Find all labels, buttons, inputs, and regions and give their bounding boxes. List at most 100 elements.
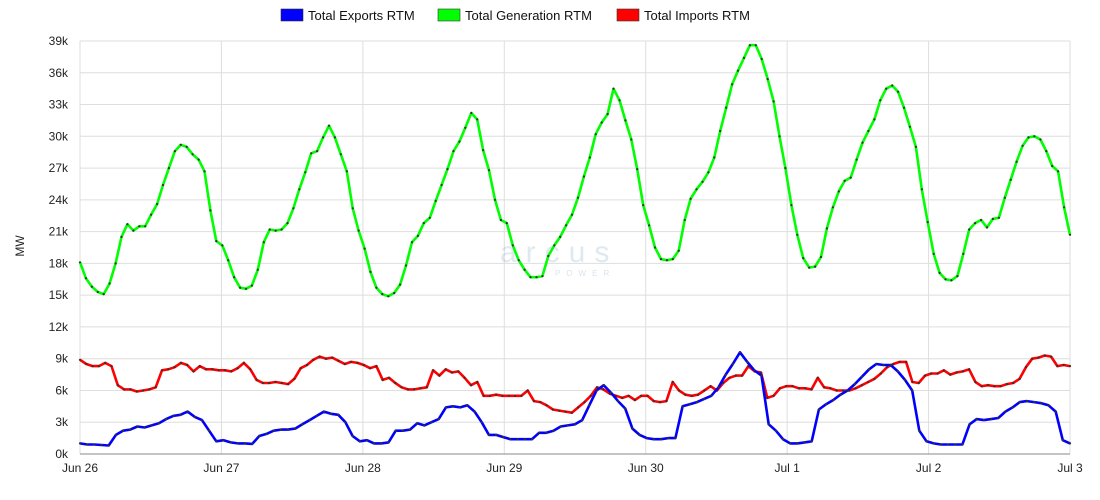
data-point bbox=[413, 388, 416, 391]
data-point bbox=[1033, 135, 1036, 138]
data-point bbox=[831, 206, 835, 209]
data-point bbox=[802, 257, 805, 260]
data-point bbox=[108, 282, 111, 285]
data-point bbox=[633, 398, 637, 402]
data-point bbox=[331, 356, 334, 359]
data-point bbox=[717, 386, 720, 389]
data-point bbox=[416, 422, 419, 425]
data-point bbox=[256, 268, 259, 271]
data-point bbox=[1004, 410, 1007, 413]
legend-label: Total Generation RTM bbox=[465, 8, 592, 23]
data-point bbox=[1045, 150, 1048, 153]
x-tick-label: Jun 29 bbox=[486, 461, 522, 475]
data-point bbox=[860, 375, 864, 378]
data-point bbox=[938, 271, 941, 274]
data-point bbox=[766, 396, 769, 399]
data-point bbox=[843, 179, 846, 182]
data-point bbox=[526, 389, 529, 392]
data-point bbox=[434, 199, 437, 202]
x-tick-label: Jul 2 bbox=[916, 461, 942, 475]
data-point bbox=[91, 365, 94, 368]
data-point bbox=[790, 204, 793, 207]
x-axis-ticks: Jun 26 Jun 27 Jun 28 Jun 29 Jun 30 Jul 1 Jul 2… bbox=[62, 461, 1083, 475]
y-tick-label: 30k bbox=[49, 129, 69, 143]
data-point bbox=[110, 365, 113, 368]
data-point bbox=[1063, 206, 1066, 209]
data-point bbox=[616, 400, 620, 403]
data-point bbox=[754, 44, 757, 47]
data-point bbox=[423, 424, 426, 427]
data-point bbox=[250, 284, 253, 287]
data-point bbox=[1025, 400, 1029, 403]
data-point bbox=[129, 428, 132, 431]
data-point bbox=[703, 397, 706, 400]
data-point bbox=[322, 410, 325, 413]
data-point bbox=[167, 167, 170, 170]
y-axis-title: MW bbox=[13, 235, 27, 257]
data-point bbox=[606, 113, 609, 116]
data-point bbox=[466, 404, 469, 407]
data-point bbox=[891, 84, 894, 87]
data-point bbox=[784, 167, 787, 170]
data-point bbox=[156, 203, 159, 206]
data-point bbox=[511, 244, 514, 247]
data-point bbox=[387, 376, 391, 379]
data-point bbox=[946, 443, 950, 446]
data-point bbox=[520, 394, 523, 397]
data-point bbox=[950, 279, 953, 282]
data-point bbox=[148, 388, 151, 391]
data-point bbox=[85, 362, 88, 366]
data-point bbox=[1024, 366, 1027, 369]
data-point bbox=[104, 361, 107, 364]
data-point bbox=[107, 444, 110, 447]
data-point bbox=[841, 389, 845, 392]
data-point bbox=[143, 426, 146, 429]
x-tick-label: Jun 30 bbox=[628, 461, 664, 475]
data-point bbox=[419, 387, 422, 390]
data-point bbox=[345, 170, 348, 173]
data-point bbox=[638, 433, 641, 436]
data-point bbox=[416, 234, 419, 237]
data-point bbox=[566, 424, 569, 427]
data-point bbox=[457, 370, 460, 373]
data-point bbox=[879, 372, 882, 375]
data-point bbox=[179, 361, 182, 364]
data-point bbox=[236, 442, 239, 445]
data-point bbox=[789, 442, 792, 445]
data-point bbox=[185, 145, 188, 148]
data-point bbox=[875, 362, 878, 366]
data-point bbox=[129, 388, 132, 391]
data-point bbox=[825, 403, 828, 406]
data-point bbox=[582, 175, 586, 178]
data-point bbox=[849, 176, 852, 179]
data-point bbox=[609, 391, 613, 394]
data-point bbox=[425, 386, 428, 389]
data-point bbox=[980, 385, 983, 388]
y-tick-label: 15k bbox=[49, 288, 69, 302]
data-point bbox=[823, 386, 826, 389]
data-point bbox=[114, 262, 117, 265]
data-point bbox=[677, 249, 680, 252]
data-point bbox=[986, 384, 990, 387]
data-point bbox=[287, 383, 290, 386]
data-point bbox=[954, 443, 957, 446]
data-point bbox=[855, 158, 858, 161]
data-point bbox=[810, 388, 813, 391]
data-point bbox=[961, 443, 964, 446]
data-point bbox=[310, 152, 313, 155]
data-point bbox=[97, 365, 100, 368]
data-point bbox=[157, 422, 160, 425]
data-point bbox=[381, 293, 384, 296]
watermark-text: arcus bbox=[500, 236, 618, 269]
data-point bbox=[719, 129, 722, 133]
data-point bbox=[766, 78, 769, 81]
data-point bbox=[482, 149, 485, 152]
data-point bbox=[272, 429, 275, 432]
data-point bbox=[1033, 401, 1036, 404]
data-point bbox=[936, 372, 939, 375]
data-point bbox=[624, 119, 627, 122]
y-tick-label: 36k bbox=[49, 66, 69, 80]
data-point bbox=[846, 389, 849, 392]
data-point bbox=[343, 362, 346, 366]
data-point bbox=[132, 229, 135, 232]
